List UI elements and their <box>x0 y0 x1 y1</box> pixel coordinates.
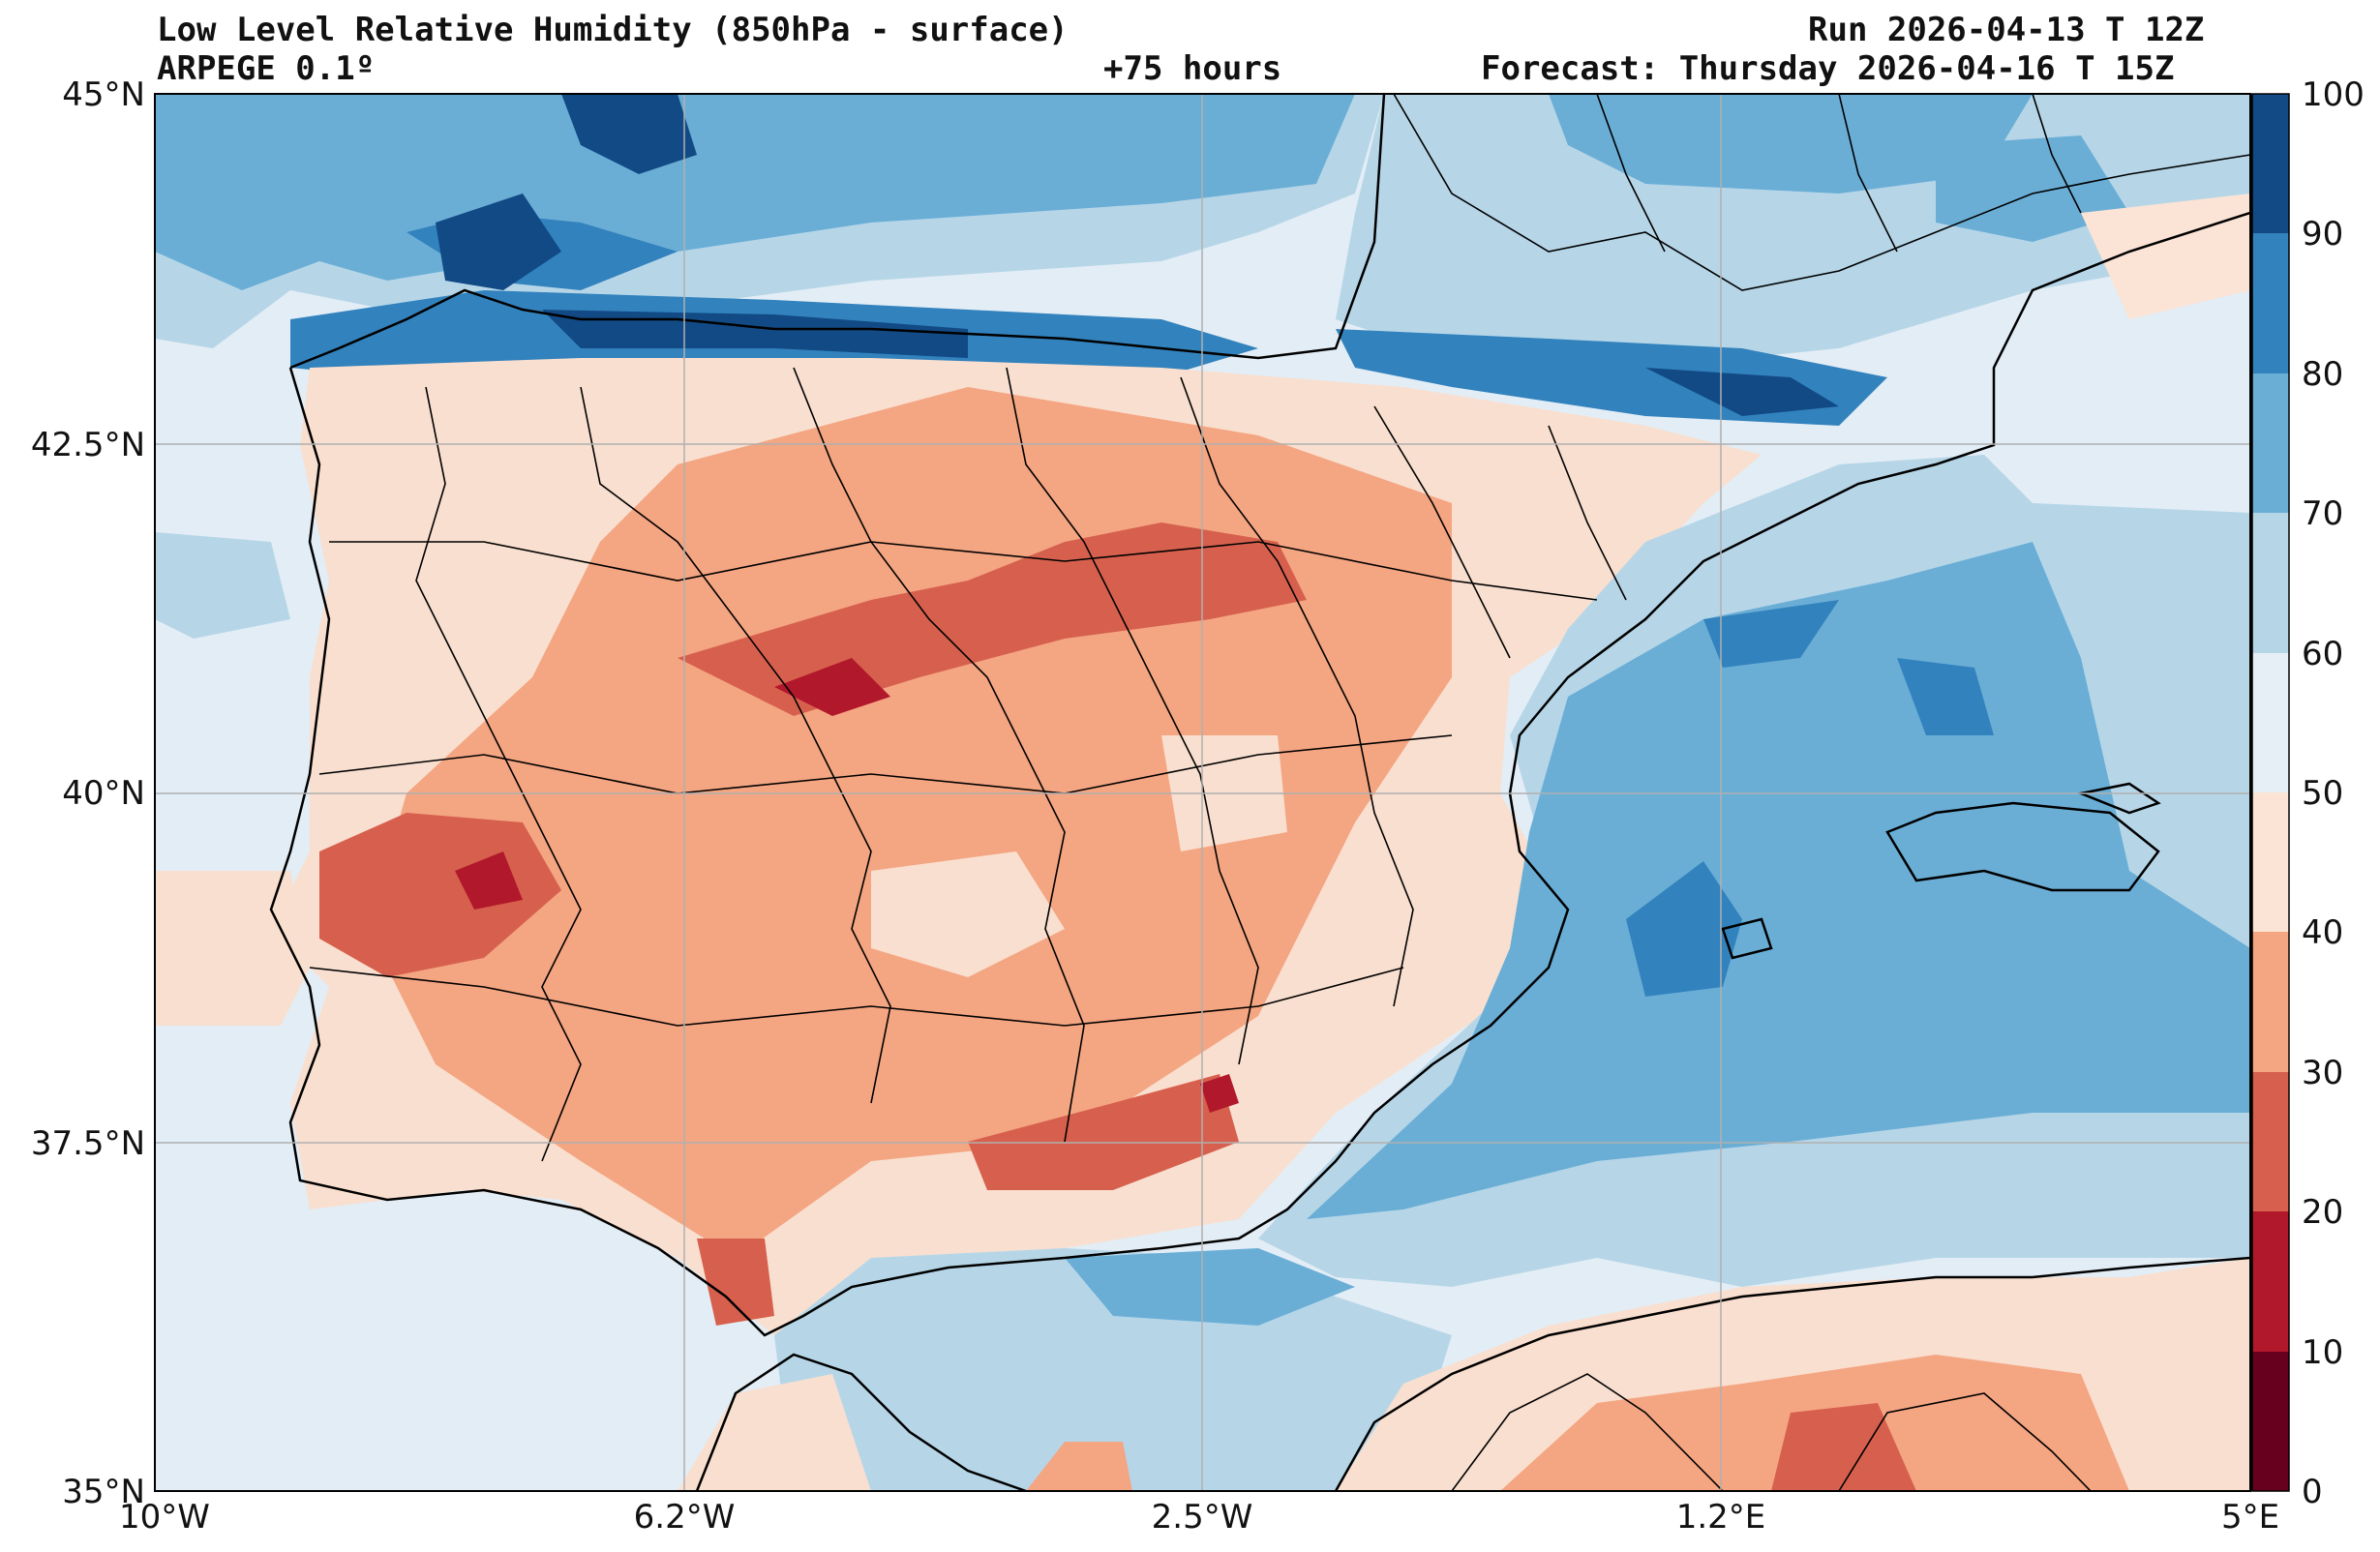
colorbar-tick-60: 60 <box>2302 635 2344 673</box>
humidity-band-70-80 <box>1549 94 2033 194</box>
colorbar-segment-20-30 <box>2252 1072 2289 1211</box>
lat-tick-40n: 40°N <box>62 774 145 813</box>
lat-tick-37-5n: 37.5°N <box>30 1124 145 1163</box>
humidity-band-20-30 <box>968 1074 1239 1190</box>
humidity-band-10-20 <box>774 658 890 716</box>
colorbar-tick-90: 90 <box>2302 215 2344 254</box>
colorbar-tick-20: 20 <box>2302 1193 2344 1232</box>
colorbar-segment-70-80 <box>2252 373 2289 513</box>
lat-tick-45n: 45°N <box>62 75 145 114</box>
lon-tick-10w: 10°W <box>119 1498 210 1537</box>
map-title: Low Level Relative Humidity (850hPa - su… <box>157 11 1069 49</box>
colorbar-segment-90-100 <box>2252 94 2289 233</box>
humidity-band-40-50 <box>871 851 1065 977</box>
humidity-band-70-80 <box>1307 542 2250 1219</box>
colorbar-segment-30-40 <box>2252 932 2289 1072</box>
colorbar-tick-70: 70 <box>2302 494 2344 533</box>
colorbar <box>2250 93 2290 1492</box>
colorbar-tick-40: 40 <box>2302 913 2344 952</box>
humidity-band-20-30 <box>697 1239 774 1326</box>
humidity-band-40-50 <box>155 871 310 1026</box>
lat-tick-42-5n: 42.5°N <box>30 426 145 464</box>
humidity-band-80-90 <box>1897 658 1994 735</box>
humidity-band-80-90 <box>1703 600 1839 668</box>
lon-tick-1-2e: 1.2°E <box>1675 1498 1766 1537</box>
humidity-band-90-100 <box>1645 368 1839 416</box>
coastlines <box>269 94 2250 1491</box>
colorbar-segment-40-50 <box>2252 792 2289 932</box>
humidity-band-10-20 <box>1200 1074 1239 1113</box>
africa-land <box>678 1374 871 1491</box>
lon-tick-5e: 5°E <box>2220 1498 2280 1537</box>
humidity-band-70-80 <box>1065 1248 1355 1326</box>
humidity-band-30-40 <box>1026 1442 1132 1491</box>
graticule <box>155 94 2250 1491</box>
colorbar-segment-10-20 <box>2252 1211 2289 1352</box>
admin-borders <box>309 94 2250 1491</box>
run-label: Run 2026-04-13 T 12Z <box>1808 11 2205 49</box>
colorbar-tick-30: 30 <box>2302 1054 2344 1092</box>
colorbar-tick-100: 100 <box>2302 75 2365 114</box>
humidity-band-90-100 <box>436 194 561 290</box>
humidity-band-90-100 <box>561 94 697 174</box>
humidity-band-90-100 <box>542 310 968 358</box>
humidity-band-40-50 <box>2081 194 2250 319</box>
humidity-band-60-70 <box>155 532 290 639</box>
colorbar-segment-0-10 <box>2252 1352 2289 1491</box>
colorbar-segment-60-70 <box>2252 513 2289 653</box>
colorbar-tick-10: 10 <box>2302 1333 2344 1372</box>
humidity-map <box>155 94 2250 1491</box>
lon-tick-6-2w: 6.2°W <box>633 1498 736 1537</box>
lon-tick-2-5w: 2.5°W <box>1151 1498 1253 1537</box>
humidity-band-80-90 <box>1626 861 1742 997</box>
colorbar-tick-50: 50 <box>2302 774 2344 813</box>
lead-time-label: +75 hours <box>1103 49 1282 88</box>
model-label: ARPEGE 0.1º <box>157 49 376 88</box>
colorbar-segment-80-90 <box>2252 233 2289 373</box>
humidity-band-10-20 <box>455 851 523 910</box>
forecast-label: Forecast: Thursday 2026-04-16 T 15Z <box>1481 49 2175 88</box>
humidity-band-70-80 <box>1936 135 2129 242</box>
colorbar-tick-80: 80 <box>2302 355 2344 394</box>
colorbar-tick-0: 0 <box>2302 1473 2323 1511</box>
lat-tick-35n: 35°N <box>62 1473 145 1511</box>
colorbar-segment-50-60 <box>2252 653 2289 792</box>
